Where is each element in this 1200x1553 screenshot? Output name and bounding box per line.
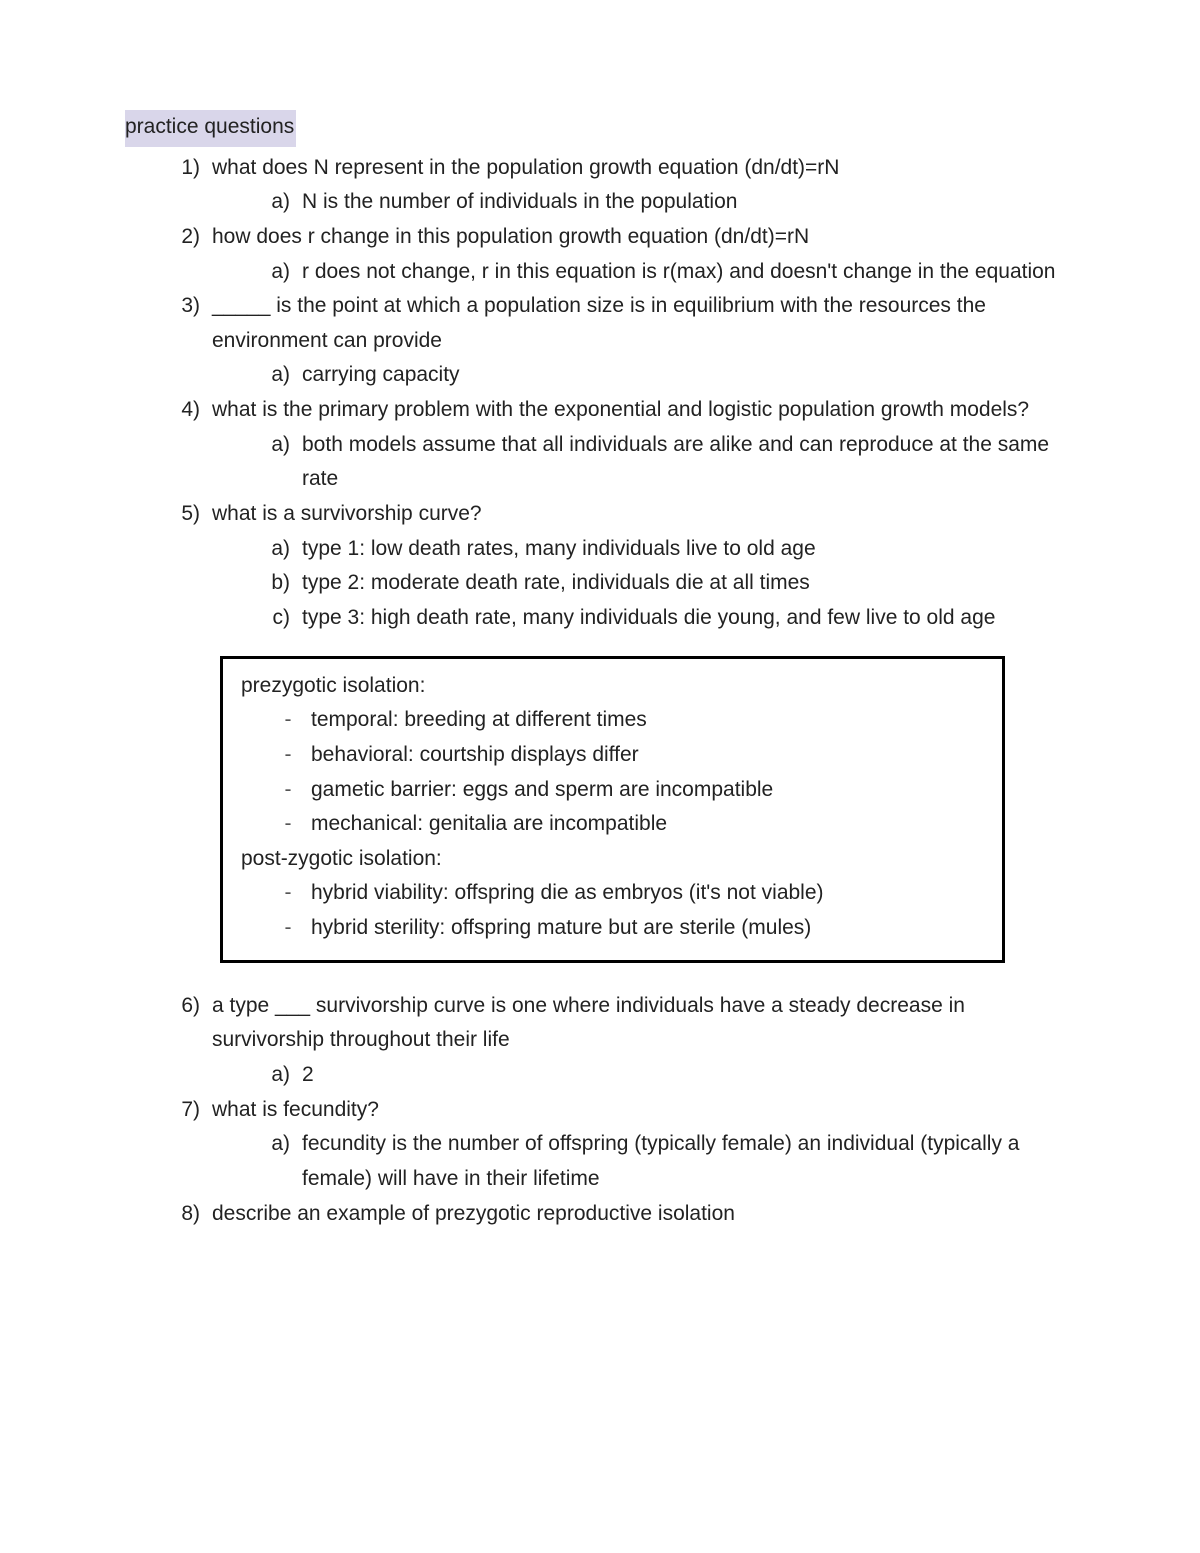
- answer-list: a) fecundity is the number of offspring …: [260, 1127, 1075, 1196]
- answer-list: a) carrying capacity: [260, 358, 1075, 393]
- question-text: what does N represent in the population …: [212, 151, 1075, 186]
- answer-letter: a): [260, 1058, 290, 1093]
- question-text: how does r change in this population gro…: [212, 220, 1075, 255]
- question-number: 7): [165, 1093, 200, 1128]
- answer-text: 2: [302, 1058, 1075, 1093]
- answer-text: r does not change, r in this equation is…: [302, 255, 1075, 290]
- answer-letter: b): [260, 566, 290, 601]
- answer-text: N is the number of individuals in the po…: [302, 185, 1075, 220]
- question-number: 4): [165, 393, 200, 428]
- question-item: 8) describe an example of prezygotic rep…: [165, 1197, 1075, 1232]
- dash-icon: -: [279, 876, 297, 911]
- question-text: what is the primary problem with the exp…: [212, 393, 1075, 428]
- question-list: 6) a type ___ survivorship curve is one …: [165, 989, 1075, 1231]
- answer-item: a) r does not change, r in this equation…: [260, 255, 1075, 290]
- question-number: 8): [165, 1197, 200, 1232]
- answer-list: a) N is the number of individuals in the…: [260, 185, 1075, 220]
- answer-letter: a): [260, 532, 290, 567]
- answer-letter: a): [260, 428, 290, 497]
- box-item-text: hybrid sterility: offspring mature but a…: [311, 911, 811, 946]
- question-item: 4) what is the primary problem with the …: [165, 393, 1075, 428]
- question-number: 2): [165, 220, 200, 255]
- dash-icon: -: [279, 703, 297, 738]
- box-list-item: -behavioral: courtship displays differ: [279, 738, 984, 773]
- answer-letter: a): [260, 255, 290, 290]
- question-number: 6): [165, 989, 200, 1058]
- answer-item: b) type 2: moderate death rate, individu…: [260, 566, 1075, 601]
- answer-letter: a): [260, 1127, 290, 1196]
- box-item-text: behavioral: courtship displays differ: [311, 738, 639, 773]
- document-page: practice questions 1) what does N repres…: [0, 0, 1200, 1553]
- box-list-item: -temporal: breeding at different times: [279, 703, 984, 738]
- answer-text: fecundity is the number of offspring (ty…: [302, 1127, 1075, 1196]
- answer-text: type 2: moderate death rate, individuals…: [302, 566, 1075, 601]
- page-title: practice questions: [125, 110, 1075, 151]
- answer-item: a) fecundity is the number of offspring …: [260, 1127, 1075, 1196]
- box-section-heading: post-zygotic isolation:: [241, 842, 984, 877]
- dash-icon: -: [279, 738, 297, 773]
- isolation-box: prezygotic isolation: -temporal: breedin…: [220, 656, 1005, 963]
- answer-letter: a): [260, 185, 290, 220]
- answer-list: a) r does not change, r in this equation…: [260, 255, 1075, 290]
- question-number: 1): [165, 151, 200, 186]
- question-text: a type ___ survivorship curve is one whe…: [212, 989, 1075, 1058]
- question-item: 2) how does r change in this population …: [165, 220, 1075, 255]
- answer-text: type 1: low death rates, many individual…: [302, 532, 1075, 567]
- answer-list: a) type 1: low death rates, many individ…: [260, 532, 1075, 636]
- answer-item: a) type 1: low death rates, many individ…: [260, 532, 1075, 567]
- answer-text: carrying capacity: [302, 358, 1075, 393]
- box-list-item: -gametic barrier: eggs and sperm are inc…: [279, 773, 984, 808]
- dash-icon: -: [279, 773, 297, 808]
- answer-item: a) both models assume that all individua…: [260, 428, 1075, 497]
- title-highlight: practice questions: [125, 110, 296, 147]
- question-item: 5) what is a survivorship curve?: [165, 497, 1075, 532]
- answer-letter: c): [260, 601, 290, 636]
- question-item: 3) _____ is the point at which a populat…: [165, 289, 1075, 358]
- answer-item: a) 2: [260, 1058, 1075, 1093]
- answer-letter: a): [260, 358, 290, 393]
- question-item: 6) a type ___ survivorship curve is one …: [165, 989, 1075, 1058]
- answer-list: a) 2: [260, 1058, 1075, 1093]
- box-list-item: -hybrid viability: offspring die as embr…: [279, 876, 984, 911]
- question-number: 3): [165, 289, 200, 358]
- question-item: 7) what is fecundity?: [165, 1093, 1075, 1128]
- question-list: 1) what does N represent in the populati…: [165, 151, 1075, 636]
- answer-item: c) type 3: high death rate, many individ…: [260, 601, 1075, 636]
- box-list-item: -mechanical: genitalia are incompatible: [279, 807, 984, 842]
- question-text: _____ is the point at which a population…: [212, 289, 1075, 358]
- answer-item: a) N is the number of individuals in the…: [260, 185, 1075, 220]
- question-text: what is fecundity?: [212, 1093, 1075, 1128]
- question-text: describe an example of prezygotic reprod…: [212, 1197, 1075, 1232]
- question-text: what is a survivorship curve?: [212, 497, 1075, 532]
- box-item-text: temporal: breeding at different times: [311, 703, 647, 738]
- answer-text: both models assume that all individuals …: [302, 428, 1075, 497]
- answer-list: a) both models assume that all individua…: [260, 428, 1075, 497]
- question-number: 5): [165, 497, 200, 532]
- box-item-text: gametic barrier: eggs and sperm are inco…: [311, 773, 773, 808]
- box-section-heading: prezygotic isolation:: [241, 669, 984, 704]
- box-item-text: hybrid viability: offspring die as embry…: [311, 876, 824, 911]
- dash-icon: -: [279, 911, 297, 946]
- dash-icon: -: [279, 807, 297, 842]
- question-item: 1) what does N represent in the populati…: [165, 151, 1075, 186]
- answer-text: type 3: high death rate, many individual…: [302, 601, 1075, 636]
- box-list-item: -hybrid sterility: offspring mature but …: [279, 911, 984, 946]
- answer-item: a) carrying capacity: [260, 358, 1075, 393]
- box-item-text: mechanical: genitalia are incompatible: [311, 807, 667, 842]
